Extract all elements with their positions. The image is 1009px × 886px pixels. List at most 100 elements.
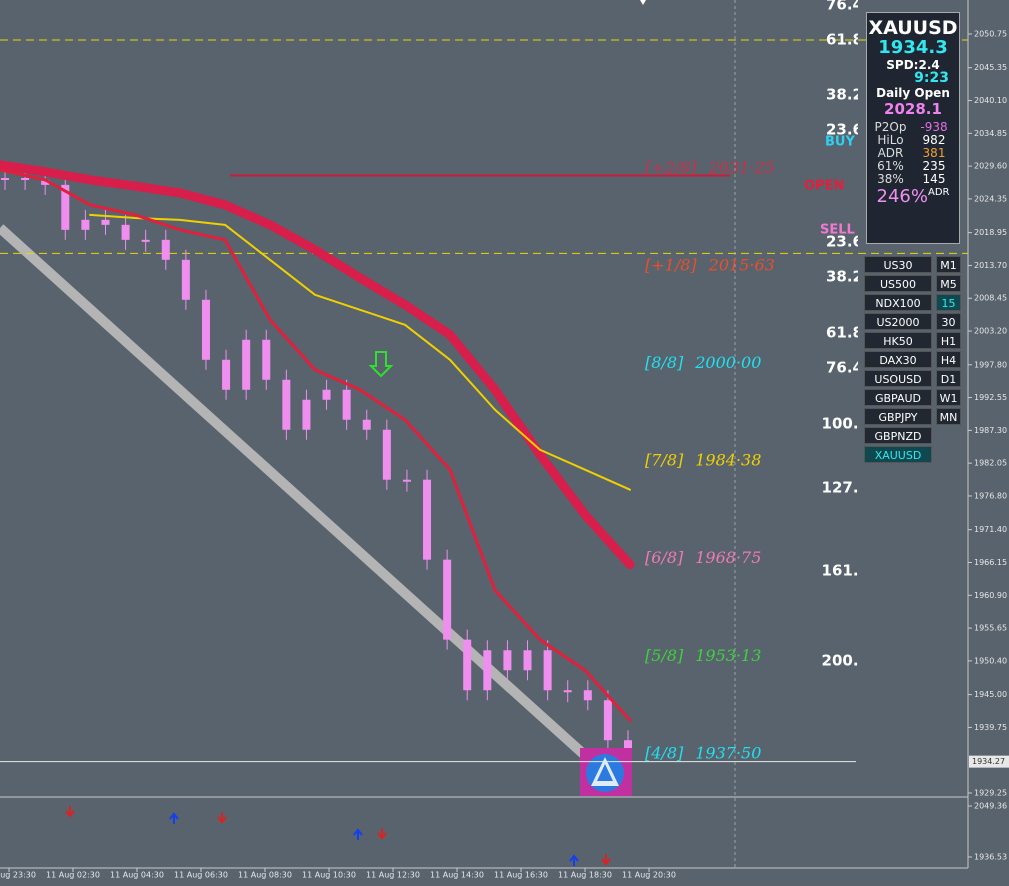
moving-average (0, 160, 635, 570)
fib-label: 100.0 (822, 415, 869, 433)
fib-label: 23.6 (826, 121, 863, 139)
timeframe-button[interactable]: M5 (936, 275, 961, 292)
adr-suffix: ADR (927, 187, 950, 198)
symbol-button[interactable]: US2000 (864, 313, 932, 330)
fib-label: 76.4 (826, 0, 863, 14)
y-tick-label: 2050.75 (974, 30, 1007, 39)
timeframe-button[interactable]: H1 (936, 332, 961, 349)
candle (61, 184, 70, 230)
fib-label: 76.4 (826, 359, 863, 377)
symbol-button[interactable]: US500 (864, 275, 932, 292)
candle (242, 339, 251, 390)
murrey-label: [8/8] 2000·00 (645, 353, 761, 372)
murrey-value: 2031·25 (708, 157, 775, 176)
y-tick-label: 2003.20 (974, 327, 1007, 336)
signal-label: OPEN (804, 179, 844, 194)
symbol-button[interactable]: XAUUSD (864, 446, 932, 463)
fib-labels: 76.4 61.8 38.2 23.6 23.6 38.2 61.8 76.4 100.0 127… (804, 0, 869, 670)
timeframe-button[interactable]: M1 (936, 256, 961, 273)
symbol-button[interactable]: HK50 (864, 332, 932, 349)
stat-row: 61% 235 (867, 160, 959, 172)
stat-name: P2Op (874, 120, 907, 134)
y-tick-label: 1997.80 (974, 360, 1007, 369)
candle (181, 259, 190, 300)
symbol-button[interactable]: GBPJPY (864, 408, 932, 425)
symbol-button[interactable]: GBPNZD (864, 427, 932, 444)
x-tick-label: 11 Aug 02:30 (46, 871, 100, 880)
symbol: XAUUSD (868, 17, 958, 39)
murrey-value: 2000·00 (694, 353, 761, 372)
y-tick-label: 1966.15 (974, 558, 1007, 567)
timeframe-button[interactable]: W1 (936, 389, 961, 406)
x-tick-label: 11 Aug 10:30 (302, 871, 356, 880)
candle (21, 177, 30, 180)
candle (523, 650, 532, 671)
timeframe-button[interactable]: H4 (936, 351, 961, 368)
murrey-label: [+2/8] 2031·25 (645, 157, 775, 176)
candle (161, 239, 170, 260)
y-tick-label: 1929.25 (974, 789, 1007, 798)
symbol-button[interactable]: DAX30 (864, 351, 932, 368)
daily-open-label: Daily Open (876, 86, 950, 100)
candle (282, 379, 291, 430)
adr-pct: 246%ADR (867, 188, 959, 206)
trend-line (0, 224, 594, 764)
y-tick-label: 1982.05 (974, 459, 1007, 468)
stat-value: 381 (922, 146, 946, 160)
marker (640, 0, 646, 5)
x-tick-label: 11 Aug 20:30 (622, 871, 676, 880)
price: 1934.3 (878, 37, 948, 58)
moving-average (0, 168, 632, 722)
stat-name: HiLo (877, 133, 904, 147)
fib-label: 200.0 (822, 652, 869, 670)
candle (1, 177, 9, 180)
timeframe-button[interactable]: MN (936, 408, 961, 425)
daily-open: 2028.1 (884, 100, 942, 118)
candle (322, 389, 331, 400)
y-tick-label: 2040.10 (974, 96, 1007, 105)
y-tick-label: 1945.00 (974, 690, 1007, 699)
symbol-button[interactable]: US30 (864, 256, 932, 273)
y-tick-label: 1939.75 (974, 723, 1007, 732)
fib-label: 38.2 (826, 268, 863, 286)
y-tick-label: 1971.40 (974, 525, 1007, 534)
timeframe-button[interactable]: 15 (936, 294, 961, 311)
stat-row: 38% 145 (867, 173, 959, 185)
y-tick-label: 2018.95 (974, 228, 1007, 237)
timeframe-button[interactable]: D1 (936, 370, 961, 387)
fib-label: 23.6 (826, 233, 863, 251)
y-tick-label: 2008.45 (974, 294, 1007, 303)
murrey-label: [7/8] 1984·38 (645, 450, 761, 469)
stat-name: 61% (877, 159, 904, 173)
candle (101, 219, 110, 225)
x-tick-label: 11 Aug 12:30 (366, 871, 420, 880)
candle (563, 690, 572, 693)
candle (543, 650, 552, 691)
fib-label: 161.8 (822, 562, 869, 580)
signal-arrows (65, 806, 611, 866)
stat-row: ADR 381 (867, 147, 959, 159)
symbol-button[interactable]: USOUSD (864, 370, 932, 387)
x-tick-label: 11 Aug 08:30 (238, 871, 292, 880)
x-tick-label: 11 Aug 16:30 (494, 871, 548, 880)
candle (624, 740, 632, 756)
adr-pct-value: 246% (876, 186, 928, 207)
murrey-name: [+1/8] (645, 255, 697, 274)
y-tick-label: 1955.65 (974, 624, 1007, 633)
symbol-button[interactable]: GBPAUD (864, 389, 932, 406)
stat-name: ADR (877, 146, 904, 160)
current-price-box (969, 755, 1009, 768)
stat-value: 982 (922, 133, 946, 147)
murrey-label: [+1/8] 2015·63 (645, 255, 775, 274)
candle (443, 559, 452, 640)
y-tick-label: 1992.55 (974, 393, 1007, 402)
stat-value: -938 (920, 120, 948, 134)
timeframe-button[interactable]: 30 (936, 313, 961, 330)
x-tick-label: 11 Aug 23:30 (0, 871, 36, 880)
fib-label: 127.0 (822, 479, 869, 497)
y-tick-label: 1987.30 (974, 426, 1007, 435)
symbol-button[interactable]: NDX100 (864, 294, 932, 311)
murrey-value: 1984·38 (695, 450, 761, 469)
x-tick-label: 11 Aug 18:30 (558, 871, 612, 880)
